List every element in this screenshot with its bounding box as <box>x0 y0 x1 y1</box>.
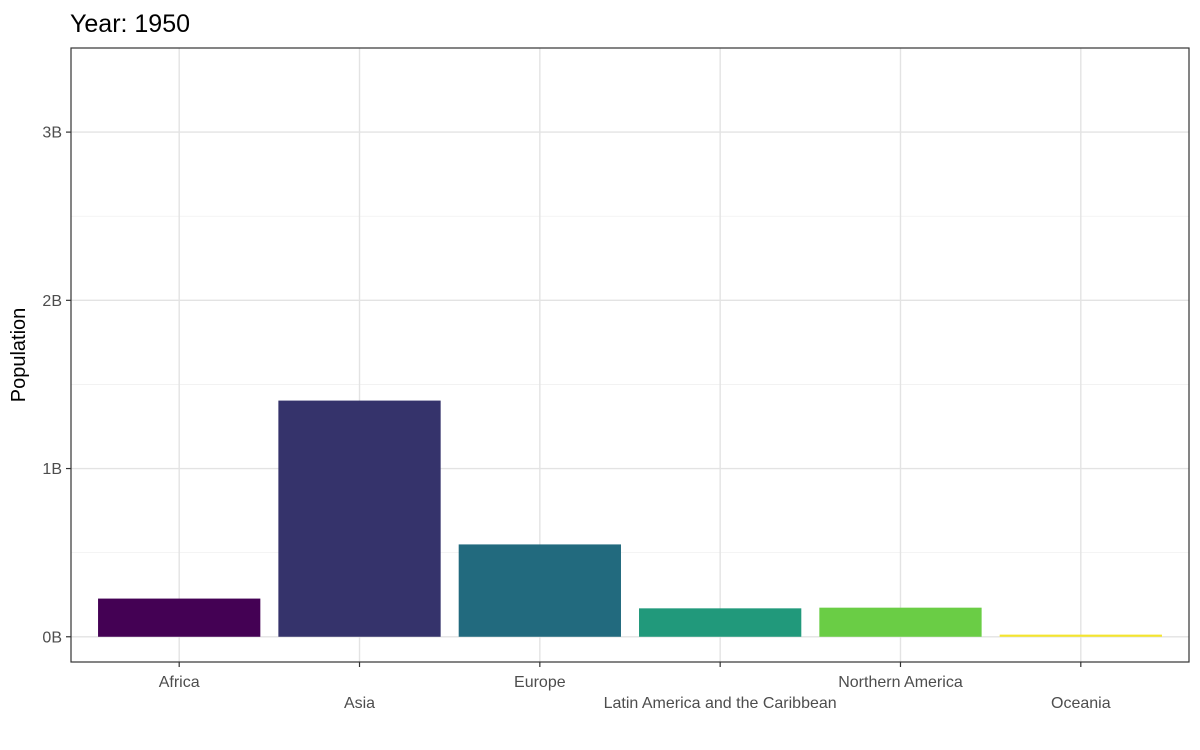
chart-title: Year: 1950 <box>70 10 190 38</box>
bar <box>458 544 621 637</box>
bar <box>278 400 441 637</box>
y-axis-label: Population <box>8 308 30 403</box>
y-tick-label: 0B <box>42 629 62 646</box>
x-tick-label: Oceania <box>1051 695 1111 712</box>
y-tick-label: 3B <box>42 125 62 142</box>
x-axis: Africa Asia Europe Latin America and the Ca… <box>159 662 1111 712</box>
y-axis: 0B 1B 2B 3B <box>42 125 71 646</box>
x-tick-label: Northern America <box>838 674 963 691</box>
y-tick-label: 1B <box>42 461 62 478</box>
plot-area <box>70 47 1190 663</box>
bar <box>639 608 802 637</box>
bar <box>819 607 982 637</box>
x-tick-label: Asia <box>344 695 375 712</box>
x-tick-label: Africa <box>159 674 200 691</box>
bar <box>999 634 1162 637</box>
bar <box>98 598 261 637</box>
y-tick-label: 2B <box>42 293 62 310</box>
panel-border <box>70 47 1190 663</box>
x-tick-label: Europe <box>514 674 566 691</box>
x-tick-label: Latin America and the Caribbean <box>604 695 837 712</box>
bars <box>98 400 1162 637</box>
